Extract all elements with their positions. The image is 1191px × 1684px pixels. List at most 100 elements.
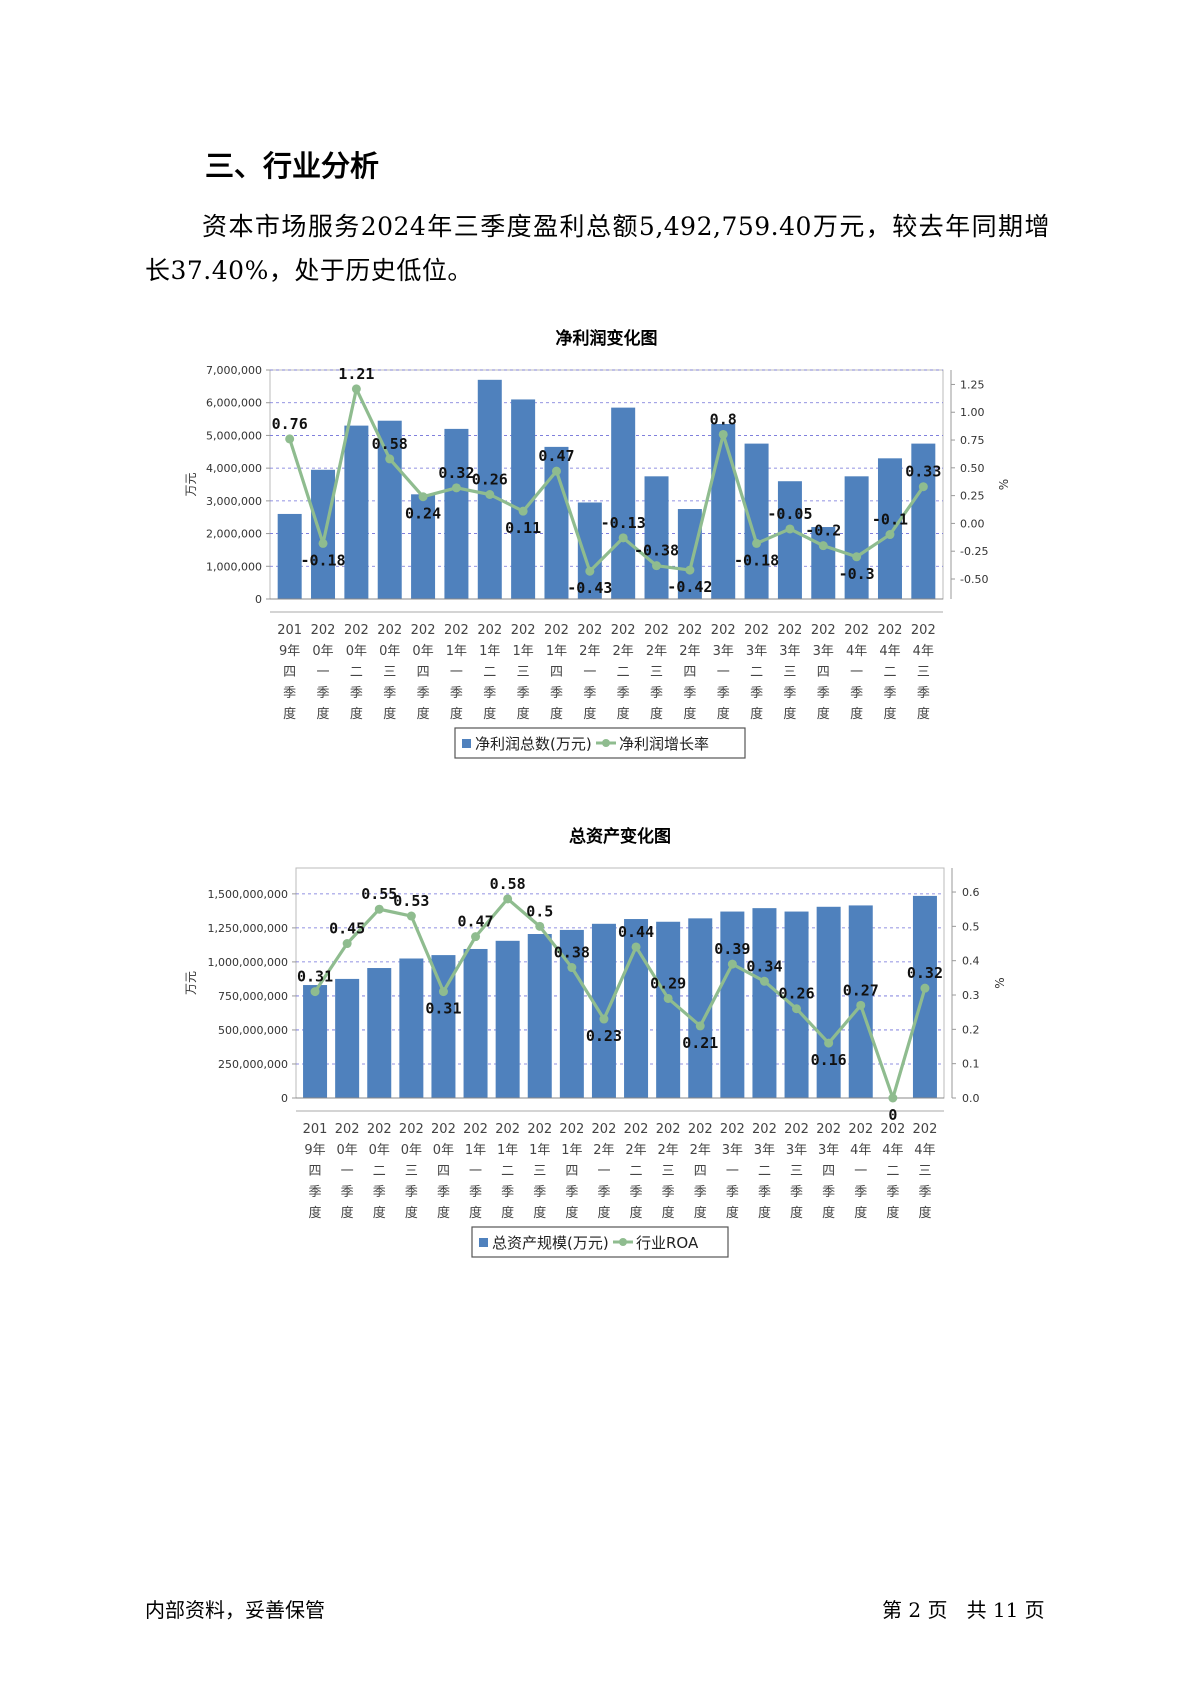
x-tick-label-line: 度 bbox=[405, 1205, 418, 1221]
x-tick-label-line: 一 bbox=[341, 1164, 354, 1179]
x-tick-label-line: 一 bbox=[717, 665, 730, 680]
y2-tick-label: 0.2 bbox=[962, 1023, 980, 1036]
x-tick-label-line: 四 bbox=[437, 1164, 450, 1179]
x-tick-label-line: 季 bbox=[630, 1185, 643, 1200]
series-point bbox=[535, 921, 545, 931]
series-point bbox=[885, 530, 895, 540]
data-label: -0.18 bbox=[734, 551, 779, 569]
x-tick-label-line: 季 bbox=[383, 686, 396, 701]
x-tick-label-line: 3年 bbox=[754, 1143, 775, 1158]
bar bbox=[477, 379, 502, 599]
x-tick-label: 202 4年一季度 bbox=[848, 1122, 873, 1221]
bar bbox=[611, 407, 636, 599]
y2-tick-label: 0.25 bbox=[960, 490, 985, 503]
x-tick-label-line: 3年 bbox=[818, 1143, 839, 1158]
bar bbox=[591, 923, 616, 1098]
x-tick-label-line: 202 bbox=[367, 1122, 392, 1137]
data-label: -0.42 bbox=[667, 578, 712, 596]
x-tick-label-line: 度 bbox=[726, 1205, 739, 1221]
bar bbox=[877, 458, 902, 599]
series-point bbox=[918, 482, 928, 492]
series-point bbox=[418, 492, 428, 502]
x-tick-label-line: 1年 bbox=[529, 1143, 550, 1158]
data-label: -0.18 bbox=[300, 551, 345, 569]
x-tick-label-line: 9年 bbox=[279, 644, 300, 659]
series-point bbox=[318, 538, 328, 548]
x-tick-label-line: 度 bbox=[918, 1205, 931, 1221]
series-point bbox=[310, 987, 320, 997]
data-label: 0.32 bbox=[907, 964, 943, 982]
data-label: 0.55 bbox=[361, 885, 397, 903]
x-tick-label-line: 2年 bbox=[579, 644, 600, 659]
x-tick-label-line: 2年 bbox=[658, 1143, 679, 1158]
x-tick-label-line: 三 bbox=[383, 665, 396, 680]
bar bbox=[344, 425, 369, 599]
x-tick-label-line: 度 bbox=[350, 706, 363, 722]
series-line bbox=[288, 387, 925, 573]
data-label: -0.43 bbox=[567, 579, 612, 597]
series-point bbox=[438, 987, 448, 997]
x-tick-label-line: 4年 bbox=[882, 1143, 903, 1158]
x-tick-label: 202 0年四季度 bbox=[431, 1122, 456, 1221]
x-tick-label-line: 1年 bbox=[561, 1143, 582, 1158]
x-tick-label-line: 3年 bbox=[722, 1143, 743, 1158]
y-tick-label: 7,000,000 bbox=[206, 364, 262, 377]
y2-tick-label: 0.5 bbox=[962, 920, 980, 933]
x-tick-label-line: 度 bbox=[283, 706, 296, 722]
legend-box bbox=[471, 1226, 729, 1258]
x-tick-label: 201 9年四季度 bbox=[277, 623, 302, 722]
x-tick-label: 202 0年三季度 bbox=[377, 623, 402, 722]
data-label: 0 bbox=[888, 1106, 897, 1124]
x-tick-label-line: 季 bbox=[483, 686, 496, 701]
y-tick-label: 1,250,000,000 bbox=[208, 922, 288, 935]
bar bbox=[399, 958, 424, 1098]
bar bbox=[711, 423, 736, 599]
y-tick-label: 750,000,000 bbox=[218, 990, 288, 1003]
x-tick-label-line: 一 bbox=[450, 665, 463, 680]
x-tick-label-line: 季 bbox=[373, 1185, 386, 1200]
x-tick-label-line: 202 bbox=[444, 623, 469, 638]
series-point bbox=[792, 1004, 802, 1014]
bar bbox=[844, 476, 869, 599]
x-tick-label-line: 202 bbox=[816, 1122, 841, 1137]
x-tick-label-line: 202 bbox=[848, 1122, 873, 1137]
total-assets-chart: 总资产变化图 0 250,000,000 500,000,000 750,000,000… bbox=[184, 826, 1007, 1258]
x-tick-label-line: 三 bbox=[662, 1164, 675, 1179]
x-tick-label-line: 四 bbox=[283, 665, 296, 680]
bar bbox=[811, 527, 836, 599]
x-tick-label-line: 四 bbox=[683, 665, 696, 680]
bar bbox=[377, 420, 402, 599]
x-tick-label-line: 202 bbox=[577, 623, 602, 638]
x-tick-label-line: 3年 bbox=[813, 644, 834, 659]
y-tick-label: 1,000,000 bbox=[206, 560, 262, 573]
x-tick-label-line: 度 bbox=[469, 1205, 482, 1221]
x-tick-label-line: 度 bbox=[501, 1205, 514, 1221]
y-tick-label: 1,000,000,000 bbox=[208, 956, 288, 969]
bar bbox=[367, 968, 392, 1098]
x-tick-label-line: 三 bbox=[783, 665, 796, 680]
x-tick-label-line: 四 bbox=[309, 1164, 322, 1179]
legend-bar-label: 总资产规模(万元) bbox=[492, 1234, 609, 1252]
x-tick-label-line: 三 bbox=[790, 1164, 803, 1179]
y2-tick-label: 0.50 bbox=[960, 462, 985, 475]
data-label: 0.45 bbox=[329, 920, 365, 938]
y-tick-label: 3,000,000 bbox=[206, 495, 262, 508]
series-point bbox=[585, 566, 595, 576]
x-tick-label-line: 一 bbox=[597, 1164, 610, 1179]
bar bbox=[752, 908, 777, 1098]
x-tick-label-line: 202 bbox=[688, 1122, 713, 1137]
series-point bbox=[618, 533, 628, 543]
legend-line-label: 行业ROA bbox=[636, 1234, 699, 1252]
x-tick-label-line: 度 bbox=[630, 1205, 643, 1221]
data-label: 0.26 bbox=[778, 985, 814, 1003]
x-tick-label-line: 0年 bbox=[379, 644, 400, 659]
x-tick-label-line: 季 bbox=[417, 686, 430, 701]
data-label: 0.24 bbox=[405, 505, 441, 523]
x-tick-label-line: 季 bbox=[501, 1185, 514, 1200]
series-point bbox=[652, 561, 662, 571]
x-tick-label-line: 季 bbox=[617, 686, 630, 701]
bar bbox=[777, 481, 802, 599]
x-tick-label-line: 二 bbox=[501, 1164, 514, 1179]
x-tick-label-line: 度 bbox=[437, 1205, 450, 1221]
bar bbox=[677, 509, 702, 599]
